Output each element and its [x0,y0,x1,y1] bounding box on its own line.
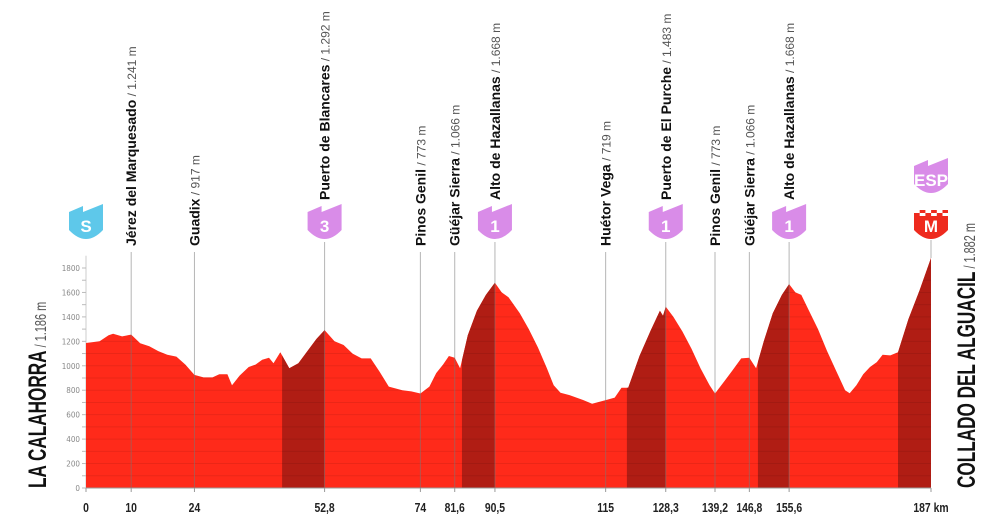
climb-section [757,258,790,488]
climb-category-badge-label: 1 [490,217,499,236]
mountain-stage-badge: ESP [914,158,948,193]
y-tick-label: 200 [66,460,80,469]
waypoint-name: Guadix [186,198,202,246]
waypoint-name: Puerto de El Purche [658,67,674,200]
x-tick-label: 90,5 [485,501,506,515]
start-badge-shape [69,204,103,239]
y-tick-label: 0 [75,484,80,493]
waypoint-label: Jérez del Marquesado / 1.241 m [123,46,139,246]
climb-category-badge-label: 3 [320,217,329,236]
x-tick-label: 24 [189,501,201,515]
waypoint-label: Alto de Hazallanas / 1.668 m [781,23,797,200]
waypoint-name: Alto de Hazallanas [781,76,797,200]
waypoint-label: Güéjar Sierra / 1.066 m [447,105,463,246]
waypoint-name: Pinos Genil [707,169,723,246]
y-tick-label: 1000 [62,362,81,371]
mountain-stage-badge-label: ESP [914,171,948,190]
climb-category-badge: 1 [648,204,683,239]
waypoint-label: Puerto de El Purche / 1.483 m [658,14,674,200]
waypoint-elevation: / 1.668 m [783,23,797,76]
waypoint-elevation: / 719 m [600,121,614,164]
waypoint-label: Huétor Vega / 719 m [598,121,614,246]
x-tick-label: 128,3 [653,501,679,515]
x-tick-label: 115 [597,501,614,515]
checkered-flag-pattern [925,210,932,213]
waypoint-name: Puerto de Blancares [317,64,333,200]
climb-category-badge: 1 [477,204,512,239]
x-tick-label: 10 [125,501,137,515]
start-name: LA CALAHORRA [23,350,52,488]
waypoint-label: Pinos Genil / 773 m [412,126,428,246]
x-tick-label: 155,6 [776,501,802,515]
waypoint-name: Pinos Genil [412,169,428,246]
y-tick-label: 1400 [62,313,81,322]
x-tick-label: 0 [83,501,89,515]
waypoint-elevation: / 773 m [709,126,723,169]
waypoint-elevation: / 1.668 m [489,23,503,76]
mountain-stage-badge-shape [914,158,948,193]
start-badge-label: S [80,217,91,236]
waypoint-elevation: / 1.292 m [319,11,333,64]
finish-badge-shape [914,210,948,239]
climb-section [461,258,495,488]
x-tick-label: 139,2 [702,501,728,515]
waypoint-elevation: / 773 m [414,126,428,169]
finish-badge-label: M [924,217,938,236]
climb-category-badge-shape [307,204,342,239]
y-tick-label: 400 [66,435,80,444]
waypoint-name: Huétor Vega [598,164,614,246]
climb-category-badge-label: 1 [784,217,793,236]
waypoint-label: Puerto de Blancares / 1.292 m [317,11,333,200]
checkered-flag-pattern [931,213,937,216]
y-tick-label: 600 [66,411,80,420]
climb-section [282,258,325,488]
x-tick-label: 74 [415,501,427,515]
x-tick-label: 52,8 [314,501,335,515]
waypoint-elevation: / 1.241 m [125,46,139,99]
climb-category-badge: 3 [307,204,342,239]
finish-badge: M [914,210,949,239]
profile-fill [86,258,931,488]
x-tick-label: 187 km [913,501,948,515]
waypoint-name: Alto de Hazallanas [487,76,503,200]
waypoint-label: Pinos Genil / 773 m [707,126,723,246]
y-tick-label: 1200 [62,337,81,346]
waypoint-elevation: / 917 m [188,155,202,198]
waypoint-elevation: / 1.066 m [743,105,757,158]
climb-category-badge-shape [477,204,512,239]
start-badge: S [69,204,103,239]
climb-category-badge-shape [648,204,683,239]
waypoint-label: Guadix / 917 m [186,155,202,246]
finish-label: COLLADO DEL ALGUACIL / 1.882 m [952,223,981,488]
waypoint-name: Güéjar Sierra [447,158,463,246]
climb-category-badge-shape [772,204,807,239]
waypoint-name: Güéjar Sierra [741,158,757,246]
profile-area [86,258,931,488]
x-tick-label: 81,6 [445,501,466,515]
finish-name: COLLADO DEL ALGUACIL [952,272,981,488]
climb-section [898,258,931,488]
waypoint-label: Alto de Hazallanas / 1.668 m [487,23,503,200]
checkered-flag-pattern [919,213,926,216]
climb-category-badge: 1 [772,204,807,239]
waypoint-name: Jérez del Marquesado [123,100,139,246]
y-tick-label: 1600 [62,288,81,297]
waypoint-elevation: / 1.066 m [449,105,463,158]
climb-section [626,258,666,488]
start-label: LA CALAHORRA / 1.186 m [23,302,52,488]
climb-category-badge-label: 1 [661,217,670,236]
waypoint-label: Güéjar Sierra / 1.066 m [741,105,757,246]
x-tick-label: 146,8 [736,501,762,515]
checkered-flag-pattern [942,213,949,216]
start-elevation: / 1.186 m [32,302,50,348]
y-tick-label: 800 [66,386,80,395]
checkered-flag-pattern [936,210,943,213]
checkered-flag-pattern [914,210,920,213]
waypoint-elevation: / 1.483 m [660,14,674,67]
finish-elevation: / 1.882 m [961,223,979,269]
y-tick-label: 1800 [62,264,81,273]
